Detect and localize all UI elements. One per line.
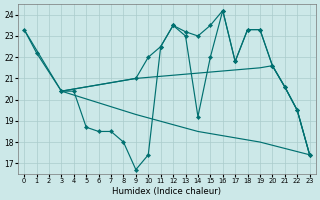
X-axis label: Humidex (Indice chaleur): Humidex (Indice chaleur)	[112, 187, 221, 196]
